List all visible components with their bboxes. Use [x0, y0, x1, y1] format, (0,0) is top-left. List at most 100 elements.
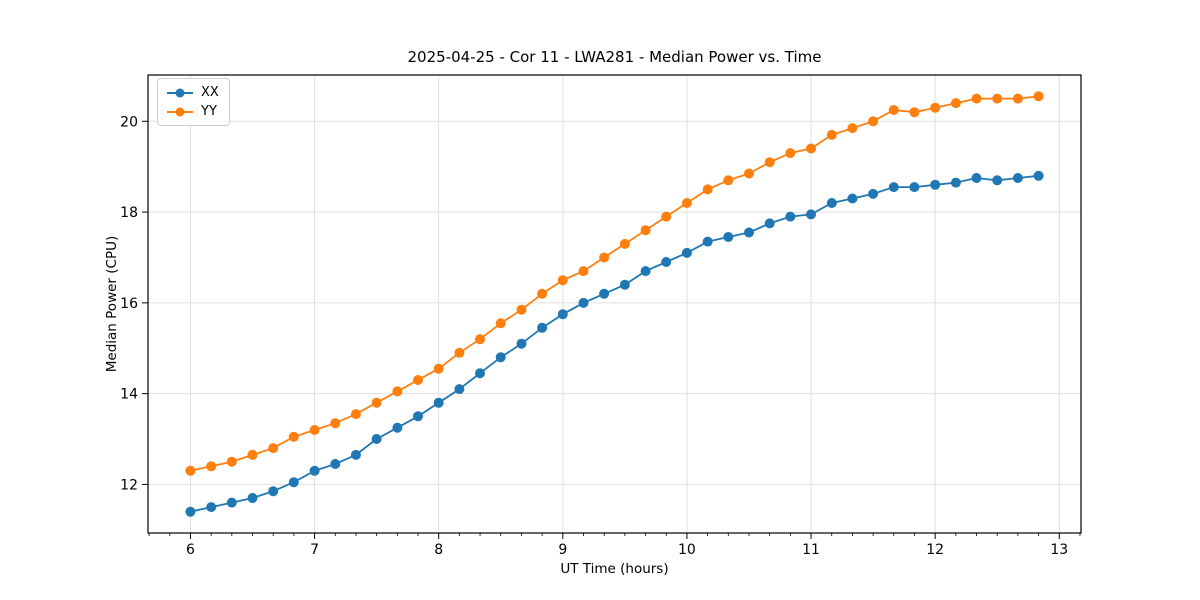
data-point-yy — [806, 143, 816, 154]
legend-marker-yy-icon — [167, 107, 193, 116]
data-point-yy — [309, 425, 320, 435]
data-point-xx — [288, 477, 299, 488]
legend-marker-xx-icon — [167, 88, 193, 97]
x-tick-label: 12 — [926, 542, 944, 558]
data-point-yy — [950, 98, 961, 109]
data-point-yy — [619, 238, 630, 249]
data-point-xx — [599, 288, 610, 299]
data-point-yy — [288, 431, 299, 442]
data-point-xx — [516, 338, 527, 349]
data-point-yy — [392, 386, 403, 397]
y-tick-label: 14 — [120, 387, 138, 403]
data-point-yy — [723, 175, 734, 186]
y-tick-label: 18 — [120, 205, 138, 221]
data-point-yy — [454, 347, 465, 358]
data-point-xx — [702, 236, 713, 247]
data-point-xx — [619, 279, 630, 290]
data-point-yy — [537, 288, 548, 299]
legend-label: YY — [201, 104, 217, 119]
data-point-xx — [681, 247, 692, 258]
data-point-yy — [868, 116, 879, 127]
data-point-xx — [930, 179, 941, 190]
data-point-yy — [206, 461, 217, 472]
data-point-xx — [992, 175, 1003, 186]
data-point-xx — [350, 449, 361, 460]
data-point-xx — [868, 188, 879, 199]
data-point-yy — [971, 93, 982, 104]
data-point-yy — [433, 363, 444, 374]
x-tick-label: 6 — [186, 542, 195, 558]
data-point-xx — [1033, 170, 1044, 181]
series-yy-line — [190, 95, 1039, 472]
data-point-yy — [702, 184, 713, 195]
data-point-xx — [495, 352, 506, 363]
x-tick-label: 8 — [434, 542, 443, 558]
data-point-xx — [226, 497, 237, 508]
data-point-yy — [247, 449, 258, 460]
y-axis-label: Median Power (CPU) — [104, 235, 120, 373]
data-point-xx — [764, 218, 775, 229]
data-point-yy — [557, 275, 568, 286]
data-point-yy — [1012, 93, 1023, 104]
data-point-xx — [578, 297, 589, 308]
chart-title: 2025-04-25 - Cor 11 - LWA281 - Median Po… — [407, 48, 822, 66]
data-point-yy — [909, 107, 920, 118]
data-point-yy — [661, 211, 672, 222]
data-point-yy — [744, 168, 754, 179]
data-point-xx — [1012, 173, 1023, 183]
data-point-xx — [309, 465, 320, 476]
data-point-yy — [764, 157, 775, 168]
y-tick-label: 12 — [120, 477, 138, 493]
x-tick-label: 11 — [802, 542, 820, 558]
data-point-yy — [185, 465, 196, 476]
data-point-yy — [475, 334, 485, 345]
series-xx-line — [190, 174, 1039, 513]
plot-border — [147, 74, 1082, 534]
x-tick-label: 9 — [558, 542, 567, 558]
y-tick-label: 16 — [120, 296, 138, 312]
data-point-xx — [475, 368, 485, 379]
data-point-yy — [330, 418, 341, 429]
data-point-yy — [888, 105, 899, 115]
data-point-xx — [909, 182, 920, 193]
x-axis-label: UT Time (hours) — [560, 561, 669, 577]
data-point-xx — [413, 411, 423, 422]
data-point-xx — [268, 486, 279, 497]
data-point-xx — [744, 227, 754, 238]
data-point-yy — [930, 102, 941, 113]
data-point-xx — [950, 177, 961, 188]
data-point-yy — [992, 93, 1003, 104]
data-point-yy — [640, 225, 651, 236]
legend: XX YY — [157, 78, 230, 126]
data-point-xx — [330, 459, 341, 469]
data-point-xx — [888, 182, 899, 193]
data-point-yy — [847, 123, 858, 134]
data-point-yy — [785, 148, 796, 159]
data-point-yy — [516, 304, 527, 315]
data-point-xx — [826, 198, 837, 208]
data-point-yy — [495, 318, 506, 329]
data-point-xx — [723, 232, 734, 242]
data-point-yy — [826, 129, 837, 140]
data-point-yy — [226, 456, 237, 467]
data-point-yy — [578, 266, 589, 277]
data-point-xx — [206, 502, 217, 513]
data-point-yy — [350, 409, 361, 420]
data-point-yy — [371, 397, 382, 408]
data-point-xx — [971, 173, 982, 183]
data-point-yy — [599, 252, 610, 263]
data-point-xx — [537, 322, 548, 333]
data-point-xx — [454, 384, 465, 395]
data-point-xx — [392, 422, 403, 433]
data-point-yy — [681, 198, 692, 208]
data-point-yy — [268, 443, 279, 454]
data-point-xx — [806, 209, 816, 220]
x-tick-label: 10 — [678, 542, 696, 558]
x-tick-label: 7 — [310, 542, 319, 558]
data-point-xx — [847, 193, 858, 204]
data-point-xx — [371, 434, 382, 444]
data-point-xx — [557, 309, 568, 320]
data-point-yy — [1033, 91, 1044, 102]
